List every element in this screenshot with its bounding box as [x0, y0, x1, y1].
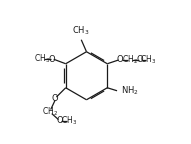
Text: O: O: [137, 55, 143, 65]
Text: O: O: [52, 94, 58, 103]
Text: CH$_2$: CH$_2$: [42, 106, 58, 118]
Text: CH$_2$: CH$_2$: [122, 54, 138, 66]
Text: CH$_3$: CH$_3$: [72, 24, 89, 37]
Text: O: O: [117, 55, 123, 65]
Text: NH$_2$: NH$_2$: [121, 85, 138, 97]
Text: O: O: [49, 55, 56, 64]
Text: CH$_3$: CH$_3$: [140, 54, 156, 66]
Text: CH$_3$: CH$_3$: [34, 53, 50, 66]
Text: O: O: [56, 116, 63, 125]
Text: CH$_3$: CH$_3$: [61, 114, 78, 127]
